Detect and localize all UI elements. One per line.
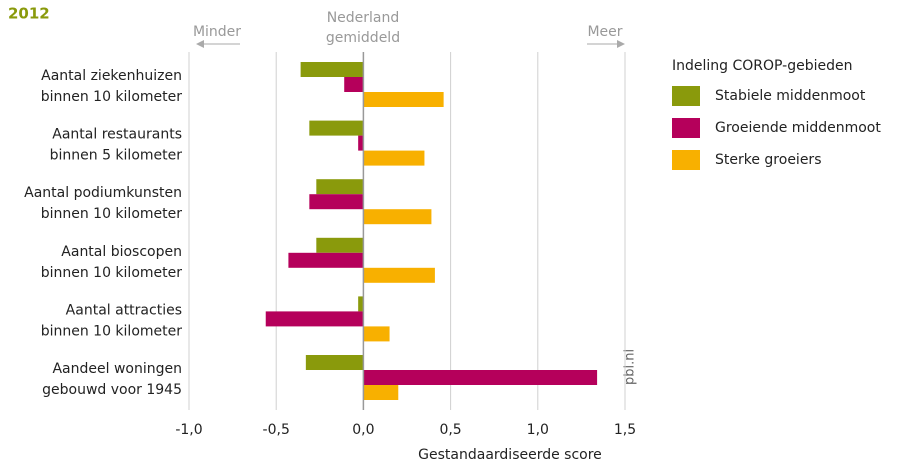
legend-label: Stabiele middenmoot	[715, 88, 866, 104]
bar	[288, 252, 364, 268]
bar	[358, 135, 364, 151]
y-tick-label: binnen 10 kilometer	[41, 323, 183, 339]
legend-label: Groeiende middenmoot	[715, 120, 881, 136]
x-tick-label: 0,0	[352, 422, 374, 438]
bar	[363, 370, 598, 385]
chart-title: 2012	[8, 5, 50, 23]
x-tick-label: -1,0	[175, 422, 202, 438]
x-tick-label: 1,0	[527, 422, 549, 438]
bar	[344, 77, 364, 92]
x-tick-label: 1,5	[614, 422, 636, 438]
y-tick-label: binnen 5 kilometer	[50, 148, 183, 164]
y-tick-label: Aandeel woningen	[52, 361, 182, 377]
y-tick-label: Aantal attracties	[66, 302, 182, 318]
bar	[316, 237, 364, 253]
arrow	[196, 40, 625, 48]
x-tick-label: -0,5	[263, 422, 290, 438]
y-tick-label: Aantal podiumkunsten	[24, 185, 182, 201]
legend-swatch	[672, 150, 700, 170]
y-tick-label: binnen 10 kilometer	[41, 89, 183, 105]
legend-swatch	[672, 118, 700, 138]
legend-title: Indeling COROP-gebieden	[672, 58, 852, 74]
y-tick-label: Aantal bioscopen	[61, 244, 182, 260]
x-tick-label: 0,5	[439, 422, 461, 438]
bar	[363, 385, 399, 400]
bar	[363, 150, 425, 166]
y-tick-label: gebouwd voor 1945	[42, 382, 182, 398]
legend-label: Sterke groeiers	[715, 152, 821, 168]
annotation: Meer	[587, 24, 622, 40]
bar	[305, 355, 364, 370]
bar	[363, 267, 435, 283]
y-tick-label: Aantal ziekenhuizen	[41, 68, 182, 84]
bar	[358, 296, 364, 312]
source: pbl.nl	[623, 349, 638, 385]
bar	[363, 92, 444, 107]
bar	[363, 209, 432, 225]
bar	[363, 326, 390, 342]
annotation: Nederland	[327, 10, 400, 26]
x-axis-label: Gestandaardiseerde score	[418, 447, 602, 463]
legend-swatch	[672, 86, 700, 106]
y-tick-label: binnen 10 kilometer	[41, 206, 183, 222]
bar	[316, 179, 364, 195]
y-tick-label: Aantal restaurants	[52, 127, 182, 143]
bar	[265, 311, 364, 327]
bar	[309, 194, 364, 210]
y-tick-label: binnen 10 kilometer	[41, 265, 183, 281]
bar	[309, 120, 364, 136]
annotation: gemiddeld	[326, 30, 400, 46]
bar	[300, 62, 364, 77]
annotation: Minder	[193, 24, 241, 40]
